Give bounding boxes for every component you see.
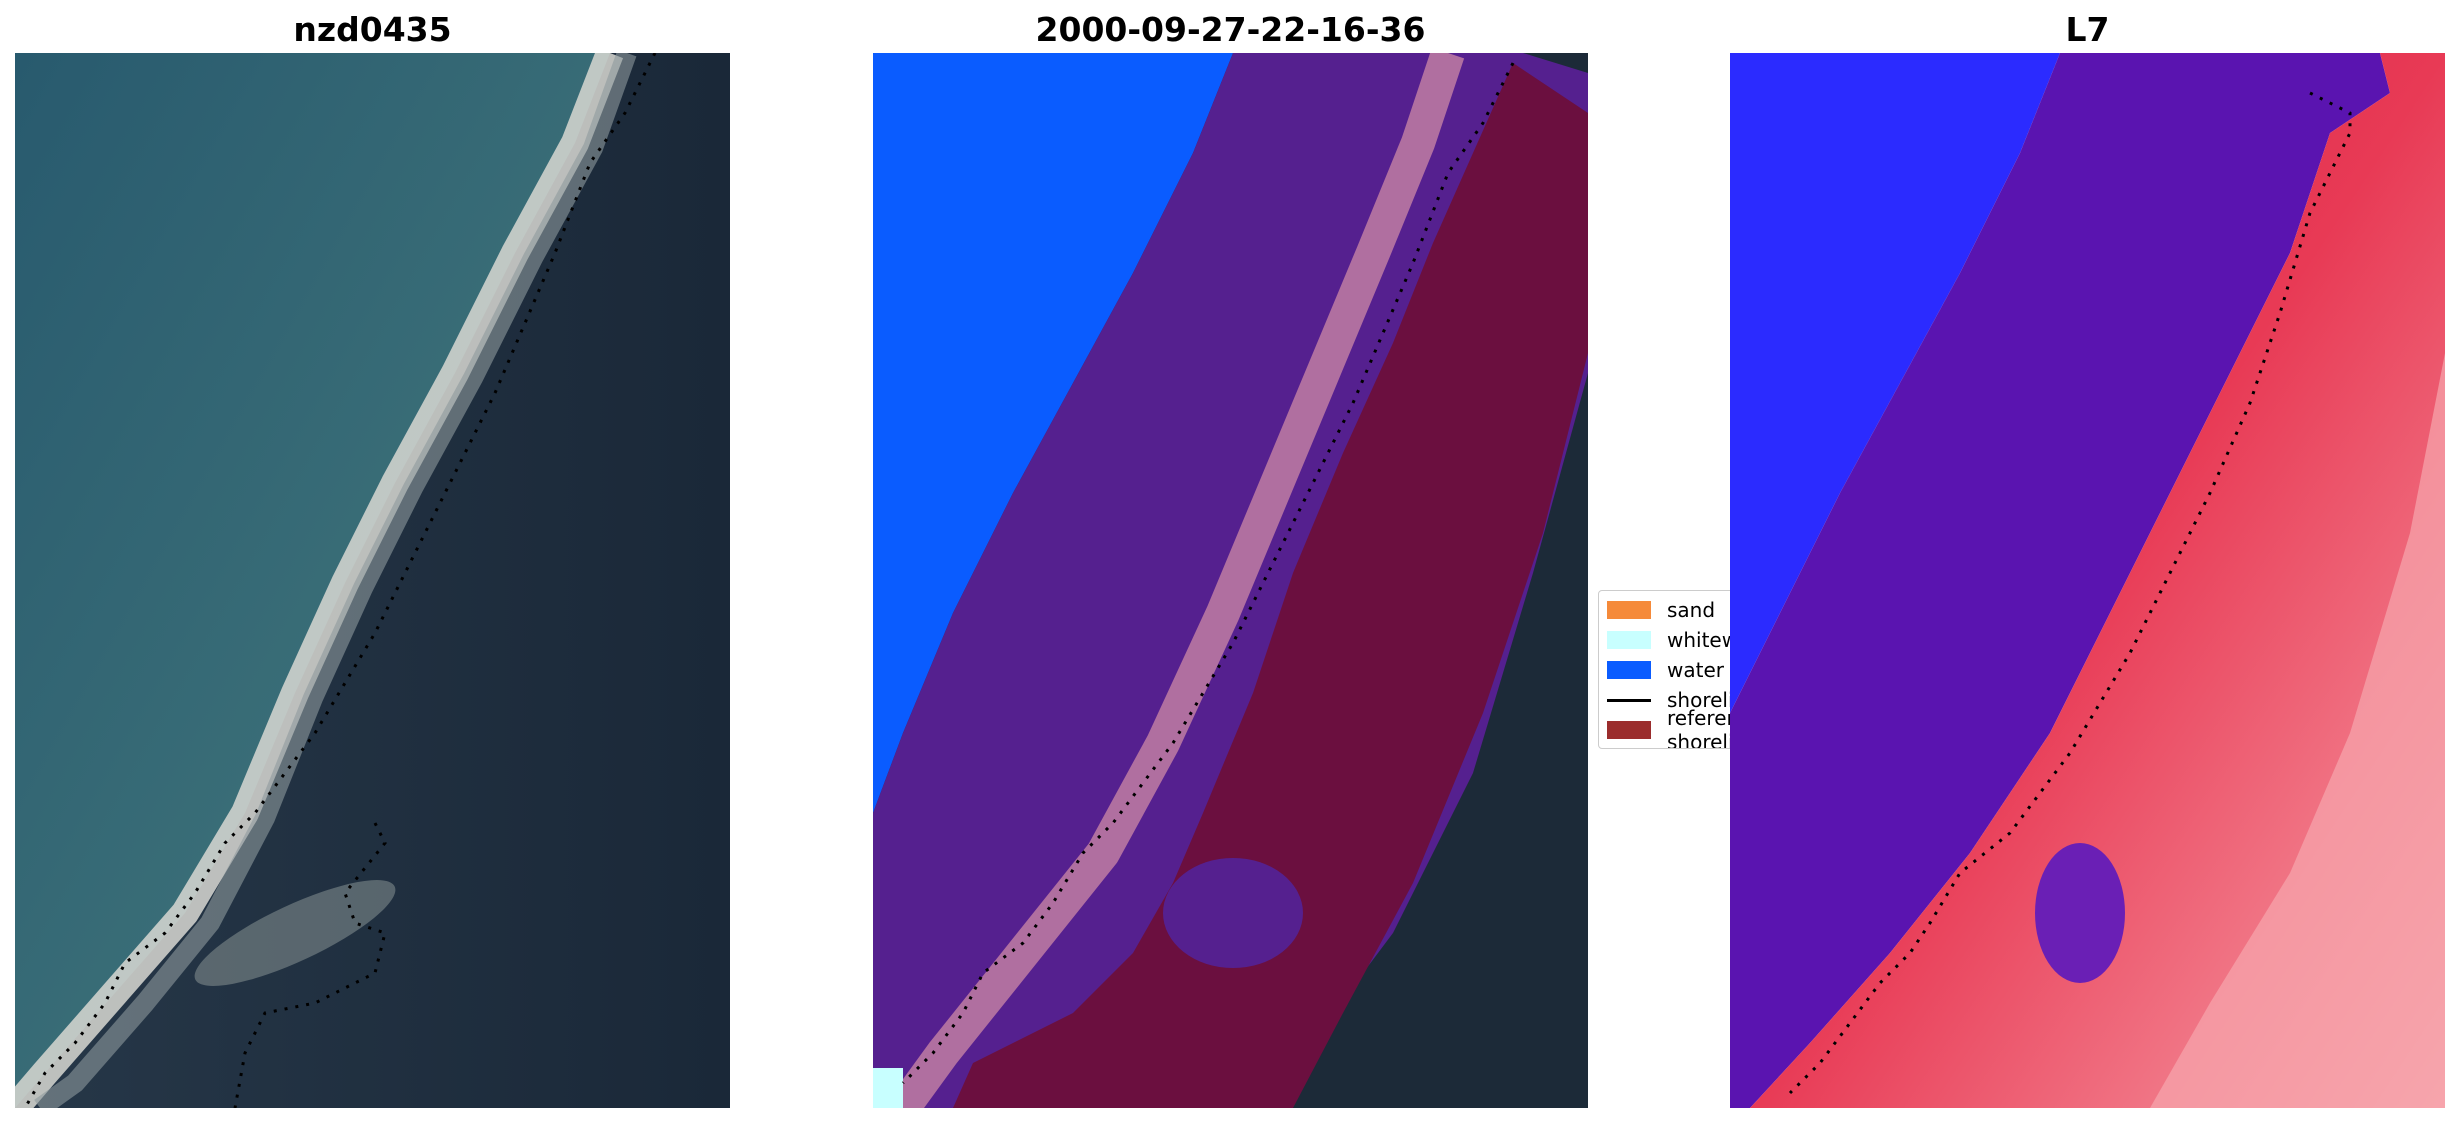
ocean-area — [15, 53, 610, 1108]
pink-sand-band — [889, 53, 1465, 1108]
whitewater-swatch — [1607, 631, 1651, 649]
classified-panel — [873, 53, 1588, 1108]
rgb-image — [15, 53, 730, 1108]
index-panel — [1730, 53, 2445, 1108]
water-class — [873, 53, 1233, 813]
wet-sand — [34, 53, 637, 1108]
panel-title-classified: 2000-09-27-22-16-36 — [1035, 10, 1426, 49]
legend-label-shoreline: shoreline — [1667, 688, 1739, 712]
panel-title-index: L7 — [2065, 10, 2110, 49]
legend-label-whitewater: whitewater — [1667, 628, 1739, 652]
water-swatch — [1607, 661, 1651, 679]
legend-item-sand: sand — [1607, 597, 1739, 623]
land-overlay — [953, 63, 1588, 1108]
legend-label-sand: sand — [1667, 598, 1716, 622]
classified-image — [873, 53, 1588, 1108]
sand-swatch — [1607, 601, 1651, 619]
panel-title-rgb: nzd0435 — [293, 10, 452, 49]
index-shoreline — [1788, 91, 2352, 1095]
index-image — [1730, 53, 2445, 1108]
purple-band-index — [1730, 53, 2390, 1108]
detected-shoreline — [23, 53, 657, 1108]
shoreline-line-sample — [1607, 698, 1651, 702]
legend-item-shoreline: shoreline — [1607, 687, 1739, 713]
legend-label-water: water — [1667, 658, 1724, 682]
rgb-image-panel — [15, 53, 730, 1108]
legend-item-reference: reference shoreline — [1607, 706, 1739, 748]
red-land-index — [1750, 53, 2445, 1108]
legend: sand whitewater water shoreline referenc… — [1598, 590, 1740, 749]
reference-swatch — [1607, 721, 1651, 739]
legend-item-whitewater: whitewater — [1607, 627, 1739, 653]
legend-label-reference: reference shoreline — [1667, 706, 1739, 749]
legend-item-water: water — [1607, 657, 1739, 683]
